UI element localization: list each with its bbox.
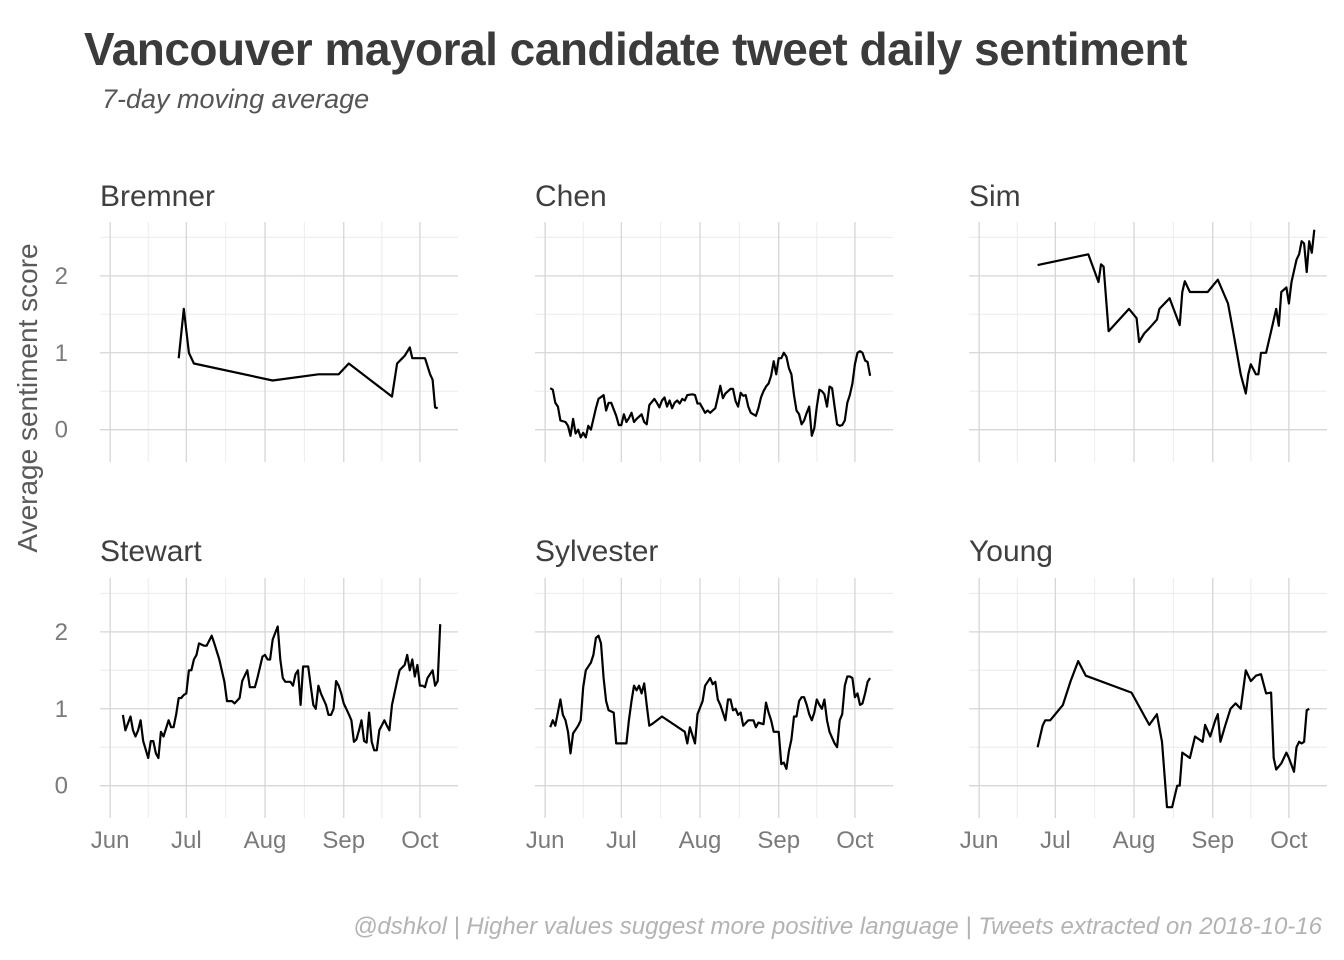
x-tick-label: Jul	[606, 827, 637, 854]
x-tick-label: Sep	[1191, 827, 1234, 854]
facet-panel-bremner: Bremner 0 1 2	[55, 180, 458, 462]
x-tick-label: Oct	[1270, 827, 1308, 854]
panel-title: Sim	[969, 180, 1021, 213]
x-tick-label: Aug	[679, 827, 722, 854]
panel-title: Stewart	[100, 535, 202, 568]
facet-panel-young: Young Jun Jul Aug Sep Oct	[960, 535, 1327, 854]
x-tick-label: Jun	[91, 827, 130, 854]
facet-panel-chen: Chen	[535, 180, 893, 462]
x-tick-label: Sep	[322, 827, 365, 854]
panel-title: Bremner	[100, 180, 215, 213]
x-tick-label: Aug	[244, 827, 287, 854]
series-line-sylvester	[549, 634, 872, 770]
y-tick-label: 0	[55, 773, 68, 800]
facet-panel-stewart: Stewart 0 1 2 Jun Jul Aug Sep Oct	[55, 535, 458, 854]
x-tick-label: Jul	[1040, 827, 1071, 854]
y-tick-label: 2	[55, 263, 68, 290]
series-line-stewart	[121, 624, 442, 760]
facet-panel-sim: Sim	[969, 180, 1327, 462]
chart-caption: @dshkol | Higher values suggest more pos…	[353, 913, 1322, 940]
panel-title: Sylvester	[535, 535, 658, 568]
series-line-chen	[549, 350, 872, 439]
chart-title: Vancouver mayoral candidate tweet daily …	[84, 23, 1187, 75]
x-tick-label: Aug	[1113, 827, 1156, 854]
panel-title: Chen	[535, 180, 607, 213]
series-line-sim	[1037, 229, 1316, 395]
chart-subtitle: 7-day moving average	[102, 84, 370, 114]
x-tick-label: Oct	[401, 827, 439, 854]
y-tick-label: 2	[55, 619, 68, 646]
x-tick-label: Jul	[171, 827, 202, 854]
x-tick-label: Oct	[836, 827, 874, 854]
facet-panel-sylvester: Sylvester Jun Jul Aug Sep Oct	[526, 535, 893, 854]
x-tick-label: Sep	[757, 827, 800, 854]
y-tick-label: 1	[55, 696, 68, 723]
series-line-young	[1036, 660, 1310, 809]
y-tick-label: 0	[55, 417, 68, 444]
x-tick-label: Jun	[960, 827, 999, 854]
panel-title: Young	[969, 535, 1053, 568]
y-tick-label: 1	[55, 340, 68, 367]
series-line-bremner	[177, 307, 439, 410]
x-tick-label: Jun	[526, 827, 565, 854]
